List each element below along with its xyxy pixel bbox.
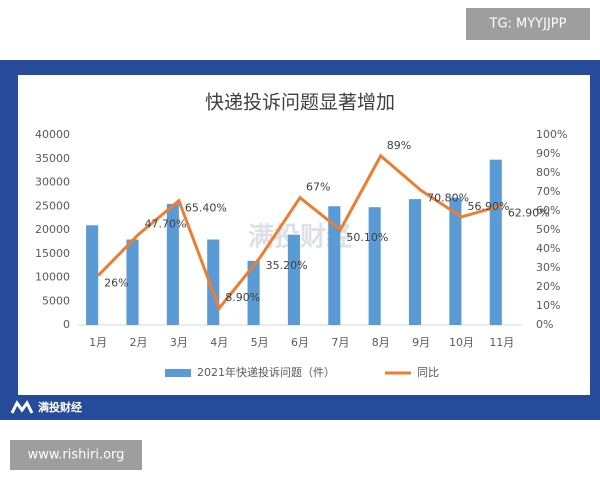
value-label: 8.90% — [225, 291, 260, 304]
bar — [368, 207, 381, 325]
x-tick-label: 6月 — [291, 336, 309, 349]
line — [97, 153, 503, 312]
legend-swatch — [165, 369, 191, 377]
y-tick-label: 40000 — [35, 128, 70, 141]
bar — [126, 239, 139, 325]
value-label: 26% — [104, 277, 128, 290]
y2-tick-label: 50% — [536, 223, 560, 236]
x-tick-label: 10月 — [449, 336, 474, 349]
footer-brand: 满投财经 — [38, 400, 82, 414]
tag-box — [466, 8, 590, 40]
value-label: 70.80% — [427, 191, 469, 204]
x-tick-label: 4月 — [210, 336, 228, 349]
bar — [408, 199, 422, 325]
y2-tick-label: 20% — [536, 280, 560, 293]
chart-title: 快递投诉问题显著增加 — [205, 92, 395, 114]
value-label: 67% — [306, 181, 330, 194]
y-tick-label: 20000 — [35, 223, 70, 236]
bar — [489, 159, 502, 325]
value-label: 89% — [387, 139, 411, 152]
x-tick-label: 8月 — [372, 336, 390, 349]
x-tick-label: 9月 — [412, 336, 430, 349]
x-tick-label: 5月 — [251, 336, 269, 349]
value-label: 56.90% — [467, 200, 509, 213]
url-box — [10, 440, 142, 470]
y-tick-label: 5000 — [42, 294, 70, 307]
x-tick-label: 1月 — [89, 336, 107, 349]
x-tick-label: 11月 — [489, 336, 514, 349]
value-label: 47.70% — [145, 217, 187, 230]
bar — [86, 225, 99, 325]
y-tick-label: 0 — [63, 318, 70, 331]
value-label: 35.20% — [266, 259, 308, 272]
bar — [166, 203, 179, 325]
y2-tick-label: 60% — [536, 204, 560, 217]
source-url: www.rishiri.org — [28, 448, 125, 463]
bar — [328, 206, 341, 325]
y2-tick-label: 70% — [536, 185, 560, 198]
y2-tick-label: 0% — [536, 318, 553, 331]
brand-logo — [10, 400, 34, 414]
y-tick-label: 10000 — [35, 271, 70, 284]
legend-label: 同比 — [417, 366, 439, 379]
value-label: 62.90% — [508, 206, 550, 219]
x-tick-label: 3月 — [170, 336, 188, 349]
x-tick-label: 7月 — [331, 336, 349, 349]
header-tag: TG: MYYJJPP — [489, 17, 567, 32]
y2-tick-label: 100% — [536, 128, 567, 141]
bar — [247, 260, 260, 325]
value-label: 50.10% — [346, 231, 388, 244]
y2-tick-label: 90% — [536, 147, 560, 160]
y2-tick-label: 80% — [536, 166, 560, 179]
bar — [287, 234, 300, 325]
y-tick-label: 25000 — [35, 199, 70, 212]
value-label: 65.40% — [185, 202, 227, 215]
y-tick-label: 35000 — [35, 152, 70, 165]
y2-tick-label: 30% — [536, 261, 560, 274]
x-tick-label: 2月 — [130, 336, 148, 349]
y2-tick-label: 40% — [536, 242, 560, 255]
y-tick-label: 15000 — [35, 247, 70, 260]
legend-label: 2021年快递投诉问题（件） — [197, 365, 335, 379]
y-tick-label: 30000 — [35, 176, 70, 189]
y2-tick-label: 10% — [536, 299, 560, 312]
bar — [449, 197, 462, 325]
